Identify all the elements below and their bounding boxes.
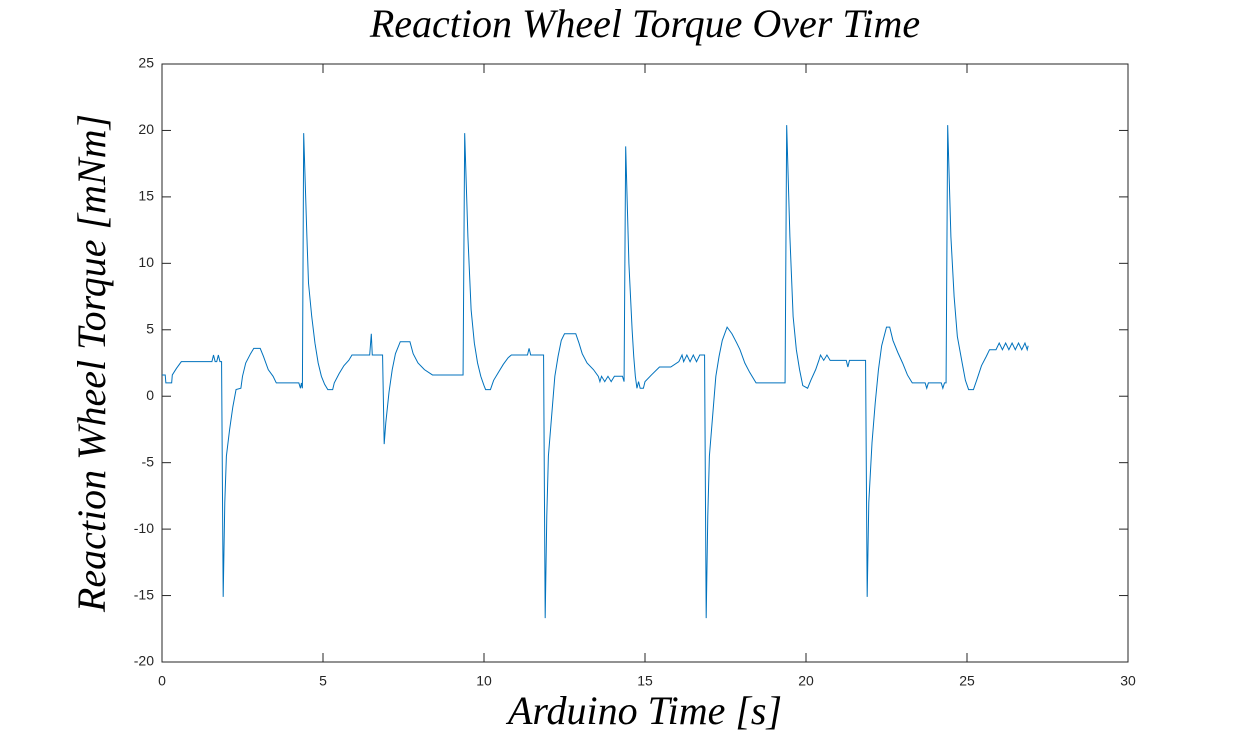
y-tick-label: 0 [146, 387, 154, 403]
y-tick-label: 20 [138, 121, 154, 137]
y-tick-label: -5 [142, 453, 155, 469]
y-tick-label: 10 [138, 254, 154, 270]
y-tick-label: -10 [134, 520, 154, 536]
x-tick-label: 0 [158, 673, 166, 689]
x-axis-label: Arduino Time [s] [505, 688, 782, 733]
data-line [162, 125, 1029, 619]
chart-title: Reaction Wheel Torque Over Time [369, 1, 920, 46]
y-tick-label: 15 [138, 188, 154, 204]
y-tick-label: 5 [146, 320, 154, 336]
x-tick-label: 25 [959, 673, 975, 689]
x-tick-label: 30 [1120, 673, 1136, 689]
plot-frame [161, 63, 1129, 663]
y-tick-label: -15 [134, 586, 154, 602]
x-tick-label: 15 [637, 673, 653, 689]
y-axis-label: Reaction Wheel Torque [mNm] [69, 114, 114, 613]
x-tick-label: 5 [319, 673, 327, 689]
x-tick-label: 20 [798, 673, 814, 689]
y-tick-label: 25 [138, 55, 154, 71]
x-tick-label: 10 [476, 673, 492, 689]
y-tick-label: -20 [134, 653, 154, 669]
